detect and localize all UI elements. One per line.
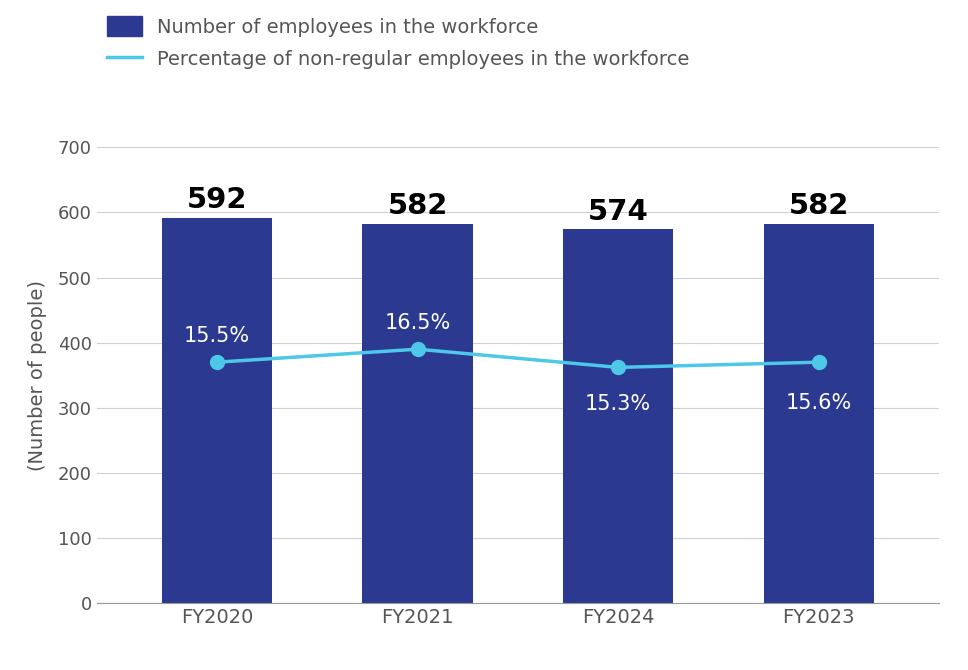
Legend: Number of employees in the workforce, Percentage of non-regular employees in the: Number of employees in the workforce, Pe… xyxy=(106,17,689,69)
Text: 15.5%: 15.5% xyxy=(184,326,250,346)
Bar xyxy=(162,218,272,603)
Text: 15.6%: 15.6% xyxy=(785,393,852,413)
Text: 592: 592 xyxy=(187,186,248,214)
Bar xyxy=(764,224,874,603)
Y-axis label: (Number of people): (Number of people) xyxy=(28,279,46,471)
Bar xyxy=(563,229,674,603)
Text: 574: 574 xyxy=(588,198,649,226)
Text: 15.3%: 15.3% xyxy=(585,395,651,415)
Text: 582: 582 xyxy=(387,192,448,220)
Text: 16.5%: 16.5% xyxy=(384,313,451,333)
Text: 582: 582 xyxy=(789,192,849,220)
Bar xyxy=(362,224,472,603)
